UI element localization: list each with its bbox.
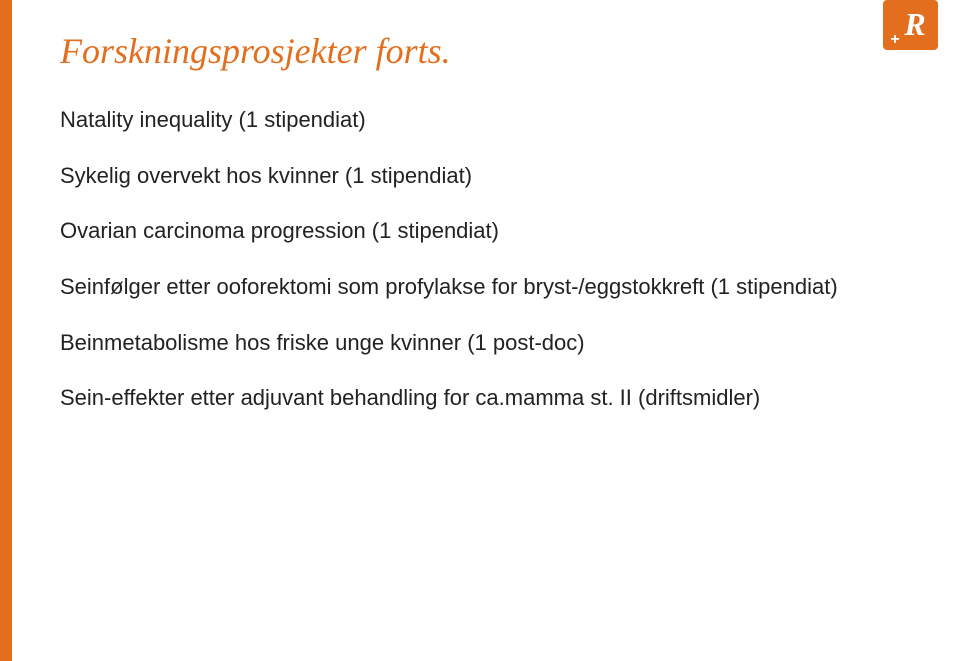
list-item: Ovarian carcinoma progression (1 stipend…: [60, 216, 880, 246]
logo-letter: R: [903, 6, 925, 42]
bullet-list: Natality inequality (1 stipendiat) Sykel…: [60, 105, 880, 439]
list-item: Beinmetabolisme hos friske unge kvinner …: [60, 328, 880, 358]
logo-plus-icon: +: [890, 31, 899, 48]
slide-title: Forskningsprosjekter forts.: [60, 30, 451, 72]
list-item: Natality inequality (1 stipendiat): [60, 105, 880, 135]
list-item: Sein-effekter etter adjuvant behandling …: [60, 383, 880, 413]
brand-logo: R +: [883, 0, 938, 55]
list-item: Seinfølger etter ooforektomi som profyla…: [60, 272, 880, 302]
list-item: Sykelig overvekt hos kvinner (1 stipendi…: [60, 161, 880, 191]
accent-sidebar: [0, 0, 12, 661]
